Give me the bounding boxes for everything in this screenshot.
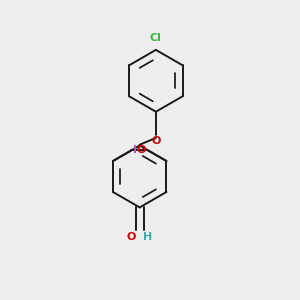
Text: O: O: [127, 232, 136, 242]
Text: Cl: Cl: [150, 33, 162, 43]
Text: H: H: [143, 232, 153, 242]
Text: I: I: [133, 145, 137, 155]
Text: O: O: [136, 145, 146, 154]
Text: O: O: [151, 136, 160, 146]
